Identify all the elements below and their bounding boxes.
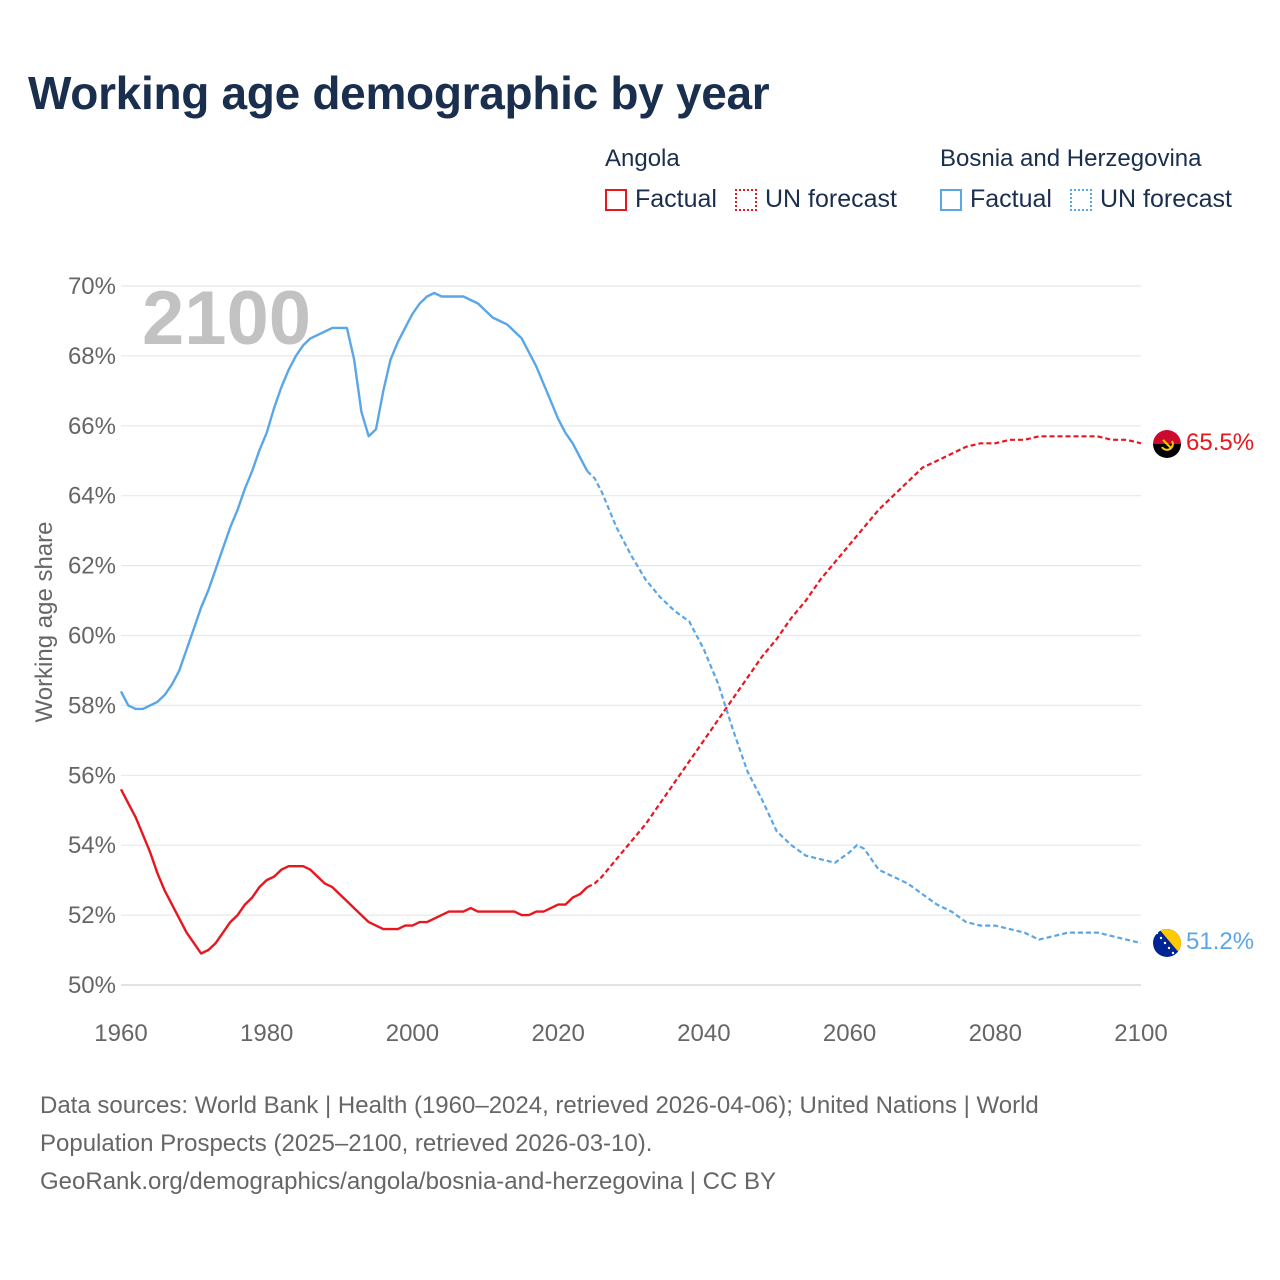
legend-item-label: Factual (970, 185, 1052, 213)
end-value-label-bosnia: 51.2% (1186, 928, 1254, 955)
y-tick-label: 70% (68, 273, 116, 300)
end-value-label-angola: 65.5% (1186, 429, 1254, 456)
series-line-bosnia-and-herzegovina-forecast (586, 470, 1142, 945)
sources-line: Population Prospects (2025–2100, retriev… (40, 1130, 653, 1157)
x-tick-label: 2080 (969, 1020, 1022, 1047)
x-tick-label: 2000 (386, 1020, 439, 1047)
y-tick-label: 66% (68, 413, 116, 440)
legend-swatch-dotted (734, 188, 757, 211)
sources-line: Data sources: World Bank | Health (1960–… (40, 1092, 1039, 1119)
series-line-angola-factual (119, 788, 589, 955)
legend-swatch-solid (605, 188, 627, 211)
line-chart: 50% 52% 54% 56% 58% 60% 62% 64% 66% 68% 70% 1960 19… (31, 273, 1254, 1047)
y-tick-label: 64% (68, 483, 116, 510)
legend-angola-forecast[interactable]: UN forecast (734, 185, 897, 214)
y-tick-label: 68% (68, 343, 116, 370)
x-tick-label: 1960 (94, 1020, 147, 1047)
series-line-bosnia-and-herzegovina-factual (119, 291, 589, 711)
legend-group-name: Bosnia and Herzegovina (940, 145, 1202, 172)
x-tick-label: 1980 (240, 1020, 293, 1047)
y-tick-label: 58% (68, 692, 116, 719)
y-tick-label: 50% (68, 972, 116, 999)
x-tick-label: 2020 (531, 1020, 584, 1047)
chart-title: Working age demographic by year (28, 67, 770, 119)
legend-item-label: UN forecast (764, 185, 897, 213)
legend-bosnia-forecast[interactable]: UN forecast (1069, 185, 1232, 214)
x-tick-label: 2060 (823, 1020, 876, 1047)
y-axis-label: Working age share (31, 522, 58, 723)
legend-item-label: Factual (635, 185, 717, 213)
sources-url[interactable]: GeoRank.org/demographics/angola/bosnia-a… (40, 1168, 776, 1195)
y-tick-label: 62% (68, 553, 116, 580)
y-tick-label: 56% (68, 762, 116, 789)
x-tick-label: 2040 (677, 1020, 730, 1047)
year-watermark: 2100 (142, 276, 311, 361)
y-tick-label: 52% (68, 902, 116, 929)
data-sources: Data sources: World Bank | Health (1960–… (40, 1087, 1240, 1201)
legend-group-bosnia: Bosnia and Herzegovina Factual UN foreca… (940, 145, 1232, 214)
legend-group-angola: Angola Factual UN forecast (605, 145, 897, 214)
angola-flag-icon (1153, 430, 1181, 458)
legend-swatch-dotted (1069, 188, 1092, 211)
legend-swatch-solid (940, 188, 962, 211)
legend-item-label: UN forecast (1099, 185, 1232, 213)
bosnia-flag-icon (1153, 929, 1181, 957)
y-tick-label: 54% (68, 832, 116, 859)
series-line-angola-forecast (586, 435, 1142, 889)
x-tick-label: 2100 (1114, 1020, 1167, 1047)
legend-bosnia-factual[interactable]: Factual (940, 185, 1052, 214)
legend-group-name: Angola (605, 145, 680, 172)
legend-angola-factual[interactable]: Factual (605, 185, 717, 214)
y-tick-label: 60% (68, 623, 116, 650)
